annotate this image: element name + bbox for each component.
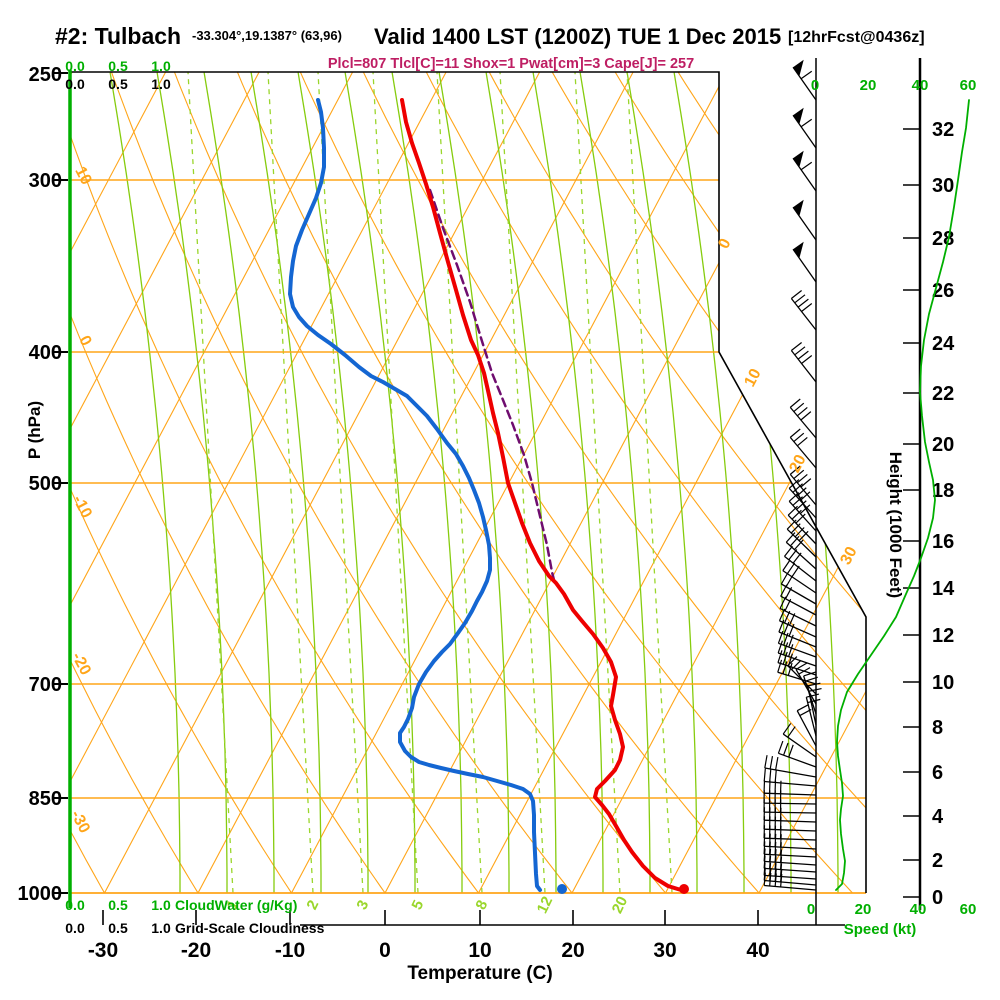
svg-text:30: 30 xyxy=(932,175,954,197)
svg-text:12: 12 xyxy=(534,894,557,916)
svg-text:2: 2 xyxy=(932,850,943,872)
svg-text:0: 0 xyxy=(811,77,819,94)
svg-text:-10: -10 xyxy=(69,493,95,521)
svg-text:60: 60 xyxy=(960,901,977,918)
svg-text:14: 14 xyxy=(932,578,955,600)
svg-text:20: 20 xyxy=(786,452,809,476)
speed-axis-label: Speed (kt) xyxy=(844,921,917,938)
svg-text:5: 5 xyxy=(408,898,427,913)
svg-text:40: 40 xyxy=(746,939,769,962)
svg-text:0.0: 0.0 xyxy=(65,897,85,913)
svg-text:6: 6 xyxy=(932,762,943,784)
svg-text:0.5: 0.5 xyxy=(108,58,128,74)
svg-text:16: 16 xyxy=(932,531,954,553)
svg-text:700: 700 xyxy=(29,674,62,696)
plot-frame xyxy=(70,71,867,893)
svg-text:1.0: 1.0 xyxy=(151,897,171,913)
svg-text:0.0: 0.0 xyxy=(65,58,85,74)
svg-text:32: 32 xyxy=(932,119,954,141)
wind-speed-curve xyxy=(835,99,970,891)
surface-temp-dot xyxy=(679,884,689,894)
svg-text:20: 20 xyxy=(561,939,584,962)
sounding-params: Plcl=807 Tlcl[C]=11 Shox=1 Pwat[cm]=3 Ca… xyxy=(328,56,694,72)
svg-text:8: 8 xyxy=(472,898,491,913)
svg-text:8: 8 xyxy=(932,717,943,739)
svg-text:-20: -20 xyxy=(181,939,211,962)
svg-text:1000: 1000 xyxy=(18,883,63,905)
svg-text:18: 18 xyxy=(932,480,954,502)
height-axis-label: Height (1000 Feet) xyxy=(886,452,905,598)
svg-text:250: 250 xyxy=(29,64,62,86)
svg-text:300: 300 xyxy=(29,170,62,192)
y-axis-label: P (hPa) xyxy=(25,401,44,459)
station-title: #2: Tulbach xyxy=(55,23,181,49)
svg-text:10: 10 xyxy=(741,366,764,390)
svg-text:0.0: 0.0 xyxy=(65,76,85,92)
svg-text:0.0: 0.0 xyxy=(65,920,85,936)
cloudiness-label: Grid-Scale Cloudiness xyxy=(175,920,325,936)
svg-text:30: 30 xyxy=(837,544,860,568)
svg-text:40: 40 xyxy=(912,77,929,94)
svg-text:20: 20 xyxy=(855,901,872,918)
svg-text:1.0: 1.0 xyxy=(151,76,171,92)
svg-text:0.5: 0.5 xyxy=(108,920,128,936)
svg-text:20: 20 xyxy=(860,77,877,94)
svg-text:0.5: 0.5 xyxy=(108,897,128,913)
svg-text:0: 0 xyxy=(807,901,815,918)
svg-text:30: 30 xyxy=(653,939,676,962)
svg-text:-10: -10 xyxy=(275,939,305,962)
svg-text:-20: -20 xyxy=(68,650,94,678)
svg-text:0.5: 0.5 xyxy=(108,76,128,92)
svg-text:22: 22 xyxy=(932,383,954,405)
temperature-curve xyxy=(400,98,683,892)
svg-text:20: 20 xyxy=(932,434,954,456)
svg-text:20: 20 xyxy=(609,894,632,916)
svg-text:60: 60 xyxy=(960,77,977,94)
svg-text:10: 10 xyxy=(468,939,491,962)
svg-text:0: 0 xyxy=(932,887,943,909)
svg-text:10: 10 xyxy=(932,672,954,694)
svg-text:28: 28 xyxy=(932,228,954,250)
svg-text:1.0: 1.0 xyxy=(151,920,171,936)
svg-text:12: 12 xyxy=(932,625,954,647)
svg-text:2: 2 xyxy=(303,898,322,913)
station-coords: -33.304°,19.1387° (63,96) xyxy=(192,28,342,43)
x-axis-label: Temperature (C) xyxy=(407,963,552,984)
svg-text:400: 400 xyxy=(29,342,62,364)
svg-text:24: 24 xyxy=(932,333,955,355)
svg-text:0: 0 xyxy=(379,939,391,962)
forecast-tag: [12hrFcst@0436z] xyxy=(788,29,925,46)
wind-barbs xyxy=(763,59,822,891)
svg-text:850: 850 xyxy=(29,788,62,810)
surface-dewpoint-dot xyxy=(557,884,567,894)
svg-text:-30: -30 xyxy=(88,939,118,962)
svg-text:4: 4 xyxy=(932,806,944,828)
svg-text:3: 3 xyxy=(353,898,372,913)
svg-text:1.0: 1.0 xyxy=(151,58,171,74)
dewpoint-curve xyxy=(288,98,542,892)
cloudwater-label: CloudWater (g/Kg) xyxy=(175,897,297,913)
lattice xyxy=(70,72,866,893)
parcel-curve xyxy=(428,188,556,582)
svg-text:40: 40 xyxy=(910,901,927,918)
svg-text:500: 500 xyxy=(29,473,62,495)
svg-text:10: 10 xyxy=(71,164,94,188)
valid-time-title: Valid 1400 LST (1200Z) TUE 1 Dec 2015 xyxy=(374,24,781,49)
